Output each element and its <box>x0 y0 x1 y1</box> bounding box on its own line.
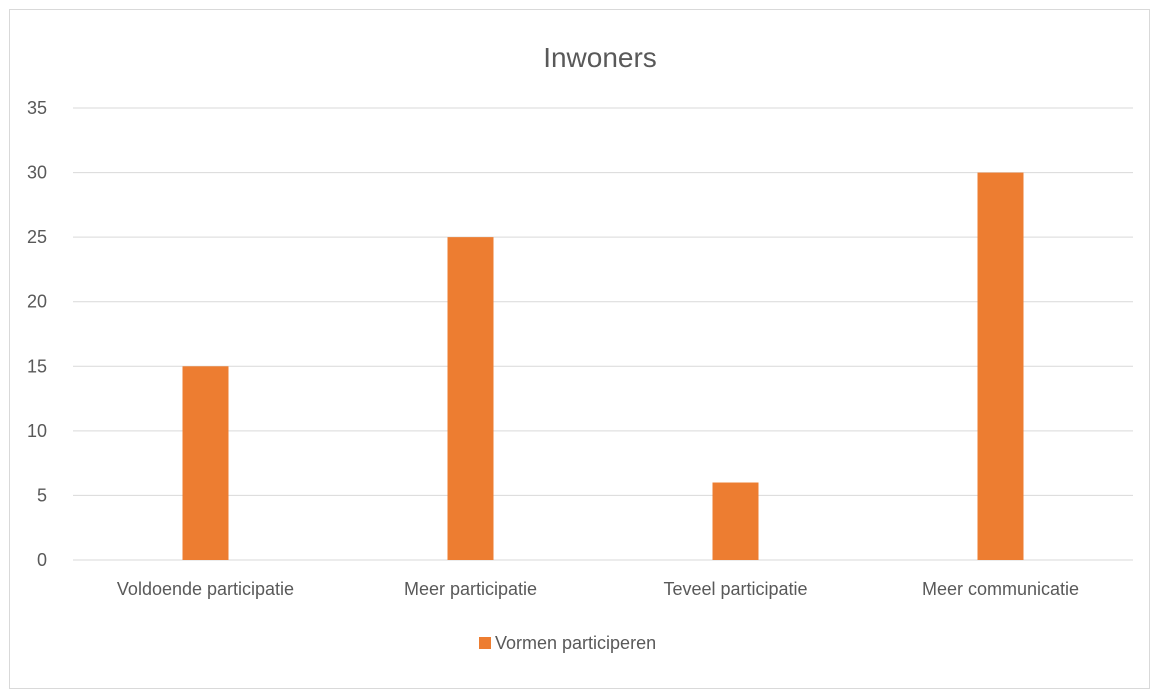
y-tick-label: 20 <box>27 292 47 312</box>
y-tick-label: 30 <box>27 163 47 183</box>
legend-label: Vormen participeren <box>495 633 656 653</box>
y-tick-label: 10 <box>27 421 47 441</box>
gridlines <box>73 107 1133 561</box>
bar <box>182 366 229 560</box>
chart-frame <box>9 9 1150 689</box>
bar <box>712 482 759 560</box>
y-tick-label: 5 <box>37 485 47 505</box>
bar-series <box>182 172 1024 561</box>
y-tick-label: 35 <box>27 98 47 118</box>
y-axis-ticks: 0 5 10 15 20 25 30 35 <box>27 98 47 570</box>
bar <box>977 172 1024 561</box>
chart-title: Inwoners <box>543 42 657 73</box>
y-tick-label: 0 <box>37 550 47 570</box>
x-axis-ticks: Voldoende participatie Meer participatie T… <box>117 579 1079 599</box>
x-tick-label: Voldoende participatie <box>117 579 294 599</box>
x-tick-label: Meer participatie <box>404 579 537 599</box>
legend-swatch <box>479 637 491 649</box>
legend: Vormen participeren <box>479 633 656 653</box>
x-tick-label: Teveel participatie <box>663 579 807 599</box>
bar-chart: Inwoners 0 5 10 15 20 25 30 35 Voldoende partic… <box>27 42 1133 653</box>
bar <box>447 237 494 560</box>
y-tick-label: 15 <box>27 356 47 376</box>
y-tick-label: 25 <box>27 227 47 247</box>
x-tick-label: Meer communicatie <box>922 579 1079 599</box>
